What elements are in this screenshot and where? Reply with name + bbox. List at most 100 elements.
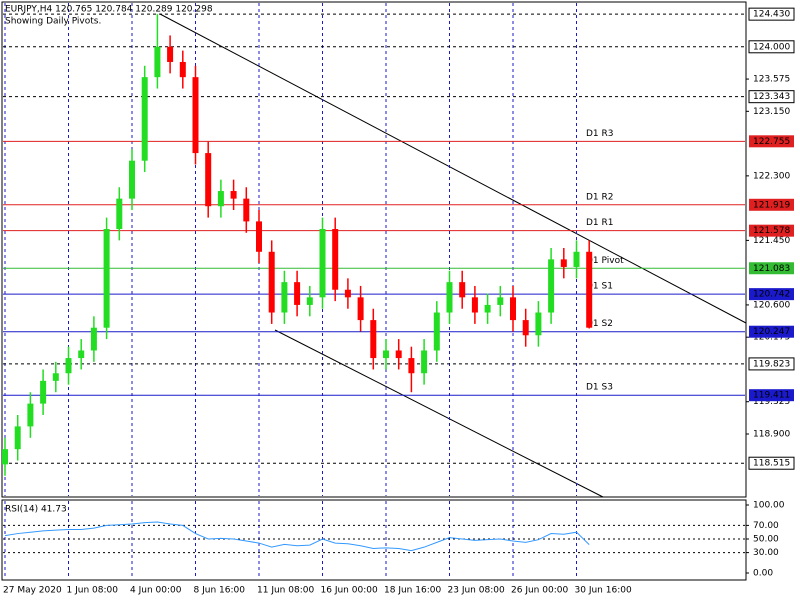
pivot-name: D1 S3 <box>586 383 613 393</box>
candle-body <box>395 350 402 359</box>
pivot-label: 121.919 <box>753 200 790 210</box>
candle-body <box>332 229 339 290</box>
candle-body <box>408 358 415 374</box>
pivot-name: D1 Pivot <box>586 256 624 266</box>
candle-body <box>344 289 351 298</box>
pivot-label: 120.247 <box>753 327 790 337</box>
candle-body <box>306 297 313 305</box>
y-tick-label: 120.600 <box>753 300 790 310</box>
pivot-name: D1 S2 <box>586 319 613 329</box>
price-box <box>748 357 795 371</box>
candle-body <box>40 380 47 404</box>
price-box <box>748 90 795 104</box>
price-label: 124.430 <box>753 10 790 20</box>
y-tick-label: 122.300 <box>753 171 790 181</box>
candle-body <box>484 304 491 313</box>
candle-body <box>27 403 34 427</box>
candle-body <box>217 191 224 207</box>
candle-body <box>129 160 135 199</box>
candle-body <box>446 282 453 313</box>
candle-body <box>421 350 428 374</box>
x-tick-label: 26 Jun 00:00 <box>511 586 568 596</box>
price-label: 119.823 <box>753 359 790 369</box>
x-tick-label: 11 Jun 08:00 <box>257 586 314 596</box>
price-box <box>748 456 795 470</box>
candle-body <box>433 312 440 351</box>
candle-body <box>294 282 301 305</box>
y-tick-label: 70.00 <box>753 521 779 531</box>
candle-body <box>319 229 326 298</box>
candle-body <box>52 373 59 381</box>
pivot-box <box>749 288 794 301</box>
chart-subtitle: Showing Daily Pivots. <box>5 17 101 27</box>
y-tick-label: 118.900 <box>753 429 790 439</box>
candle-body <box>192 77 199 154</box>
x-tick-label: 8 Jun 16:00 <box>194 586 246 596</box>
candle-body <box>497 297 504 305</box>
trend-line <box>274 329 604 498</box>
price-label: 118.515 <box>753 459 790 469</box>
y-tick-label: 119.325 <box>753 397 790 407</box>
y-tick-label: 30.00 <box>753 548 779 558</box>
candle-body <box>535 312 542 336</box>
y-tick-label: 100.00 <box>753 501 785 511</box>
candle-body <box>154 46 161 78</box>
pivot-name: D1 S1 <box>586 282 613 292</box>
pivot-label: 119.411 <box>753 391 790 401</box>
candle-body <box>573 251 580 267</box>
rsi-line <box>4 521 590 552</box>
candle-body <box>357 297 364 321</box>
pivot-box <box>749 198 794 211</box>
pivot-name: D1 R3 <box>586 129 614 139</box>
candle-body <box>560 259 567 267</box>
pivot-box <box>749 325 794 338</box>
pivot-label: 122.755 <box>753 137 790 147</box>
plot-layer: 27 May 2020 1 Jun 08:00 4 Jun 00:00 8 Jun 1… <box>2 3 795 596</box>
x-tick-label: 27 May 2020 <box>3 586 62 596</box>
price-box <box>748 7 795 21</box>
candle-body <box>2 449 8 465</box>
candle-body <box>268 251 275 313</box>
price-panel <box>1 1 747 498</box>
candle-body <box>471 297 478 313</box>
price-label: 124.000 <box>753 42 790 52</box>
candle-body <box>230 191 237 199</box>
candle-body <box>522 320 529 336</box>
pivot-label: 121.578 <box>753 226 790 236</box>
candle-body <box>103 229 110 328</box>
candle-body <box>459 282 466 298</box>
pivot-name: D1 R2 <box>586 192 614 202</box>
trend-line <box>159 13 747 324</box>
candle-body <box>586 251 593 328</box>
candle-body <box>90 327 97 351</box>
rsi-panel <box>1 499 747 581</box>
y-tick-label: 123.575 <box>753 75 790 85</box>
candle-body <box>256 221 262 252</box>
y-tick-label: 50.00 <box>753 535 779 545</box>
candle-body <box>548 259 555 313</box>
candle-body <box>510 297 516 321</box>
x-tick-label: 1 Jun 08:00 <box>67 586 119 596</box>
candle-body <box>14 426 21 450</box>
candle-body <box>243 198 250 222</box>
candle-body <box>383 350 389 359</box>
x-tick-label: 23 Jun 08:00 <box>448 586 505 596</box>
candle-body <box>370 320 377 359</box>
pivot-box <box>749 224 794 237</box>
pivot-label: 121.083 <box>753 264 790 274</box>
rsi-title: RSI(14) 41.73 <box>5 505 67 515</box>
pivot-box <box>749 262 794 275</box>
y-tick-label: 0.00 <box>753 569 773 579</box>
candle-body <box>116 198 123 230</box>
x-tick-label: 4 Jun 00:00 <box>130 586 182 596</box>
candle-body <box>78 350 85 359</box>
chart-title: EURJPY,H4 120.765 120.784 120.289 120.29… <box>5 5 213 15</box>
candle-body <box>281 282 288 313</box>
price-label: 123.343 <box>753 92 790 102</box>
pivot-box <box>749 135 794 148</box>
x-tick-label: 16 Jun 00:00 <box>321 586 378 596</box>
pivot-label: 120.742 <box>753 290 790 300</box>
pivot-name: D1 R1 <box>586 218 614 228</box>
